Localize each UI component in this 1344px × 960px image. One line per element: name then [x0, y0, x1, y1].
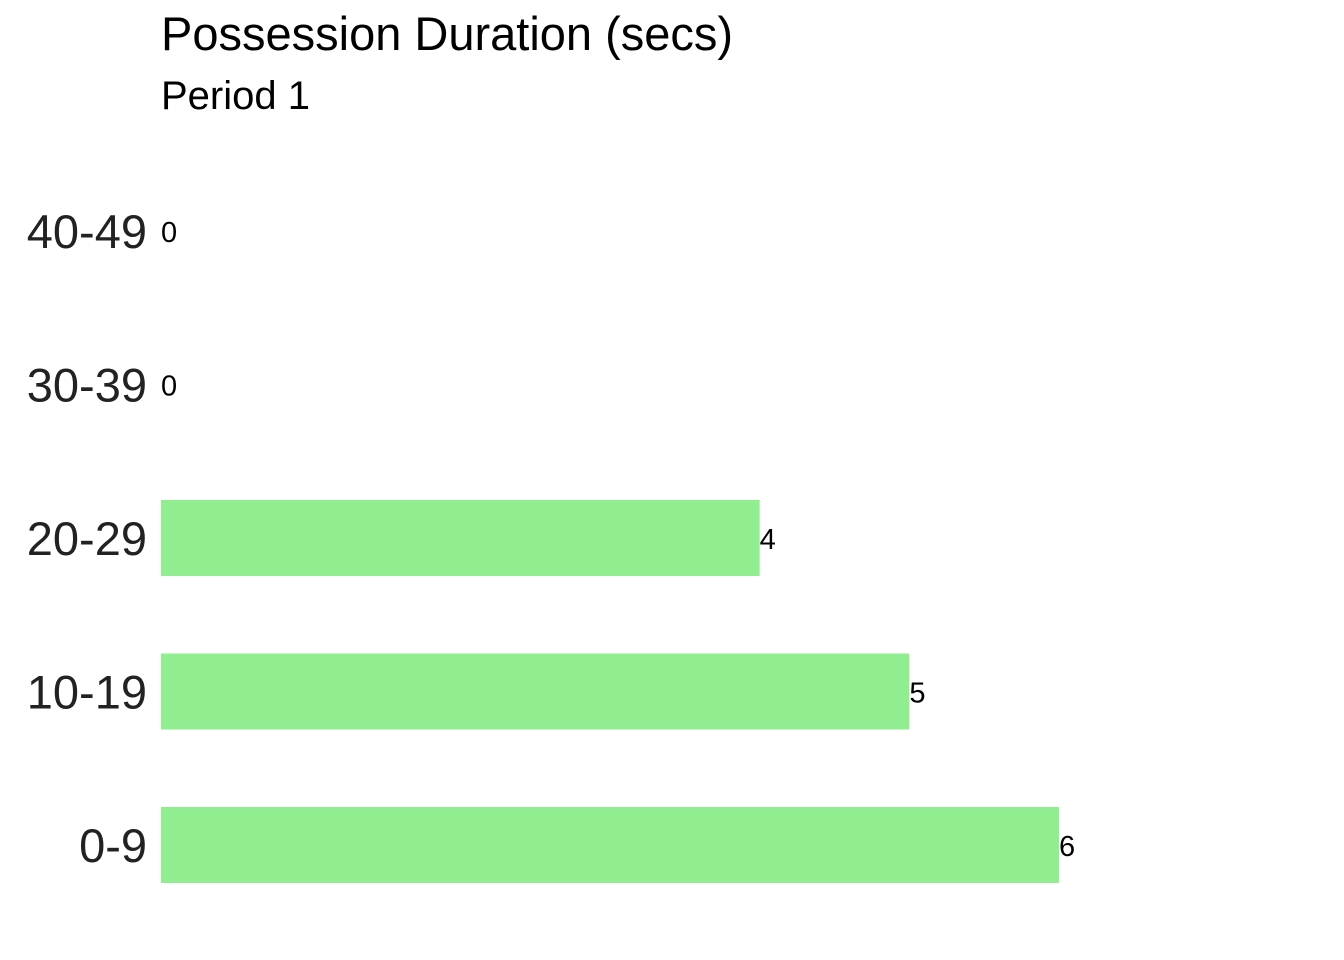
bar-10-19 — [161, 653, 910, 730]
data-label: 4 — [760, 524, 776, 556]
chart-title: Possession Duration (secs) — [161, 7, 734, 60]
bar-20-29 — [161, 500, 760, 576]
data-label: 0 — [161, 217, 177, 249]
y-tick-label: 30-39 — [27, 359, 147, 412]
data-label: 0 — [161, 371, 177, 403]
chart-subtitle: Period 1 — [161, 74, 310, 118]
y-tick-label: 40-49 — [27, 205, 147, 258]
y-tick-label: 20-29 — [27, 512, 147, 565]
y-tick-label: 10-19 — [27, 666, 147, 719]
data-label: 5 — [909, 678, 925, 710]
bar-0-9 — [161, 807, 1059, 883]
data-label: 6 — [1059, 831, 1075, 863]
y-tick-label: 0-9 — [79, 819, 147, 872]
